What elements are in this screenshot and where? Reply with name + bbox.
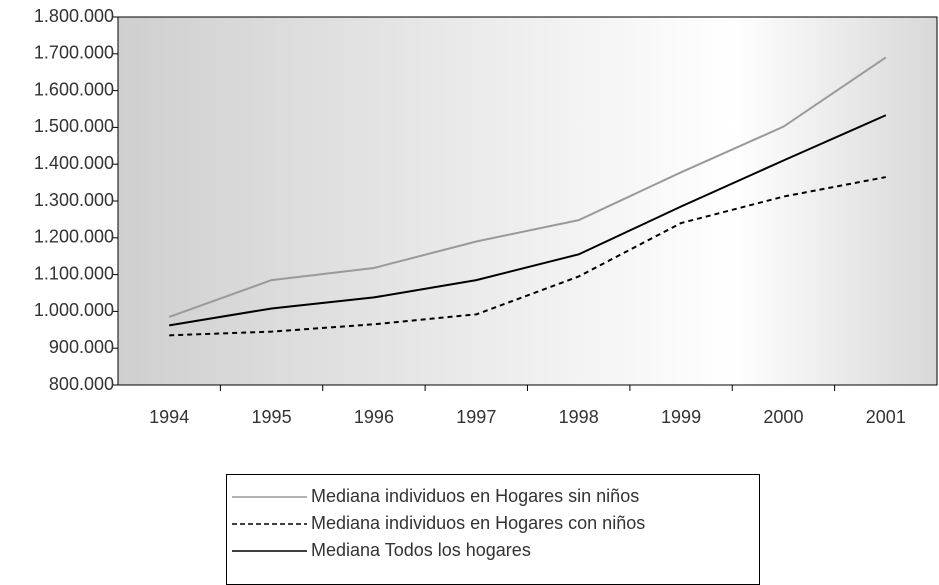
y-tick-label: 1.400.000 bbox=[34, 153, 114, 173]
x-tick-label: 1998 bbox=[559, 407, 599, 427]
legend-label: Mediana individuos en Hogares con niños bbox=[311, 513, 645, 533]
data-line bbox=[168, 56, 887, 318]
y-tick-label: 1.500.000 bbox=[34, 116, 114, 136]
x-tick-label: 1994 bbox=[149, 407, 189, 427]
legend-box bbox=[226, 474, 760, 585]
data-line bbox=[169, 176, 887, 337]
y-tick-label: 1.700.000 bbox=[34, 43, 114, 63]
plot-area bbox=[117, 16, 938, 386]
y-tick-label: 1.800.000 bbox=[34, 6, 114, 26]
x-tick-label: 1996 bbox=[354, 407, 394, 427]
x-tick-label: 1999 bbox=[661, 407, 701, 427]
x-tick-label: 1997 bbox=[456, 407, 496, 427]
y-tick-label: 1.000.000 bbox=[34, 300, 114, 320]
y-tick-label: 900.000 bbox=[49, 337, 114, 357]
x-tick-label: 2001 bbox=[866, 407, 906, 427]
y-tick-label: 1.100.000 bbox=[34, 263, 114, 283]
y-tick-label: 800.000 bbox=[49, 374, 114, 394]
y-tick-label: 1.200.000 bbox=[34, 227, 114, 247]
y-tick-label: 1.600.000 bbox=[34, 79, 114, 99]
y-tick-label: 1.300.000 bbox=[34, 190, 114, 210]
data-line bbox=[169, 114, 887, 327]
legend-label: Mediana individuos en Hogares sin niños bbox=[311, 486, 639, 506]
x-tick-label: 1995 bbox=[252, 407, 292, 427]
x-tick-label: 2000 bbox=[763, 407, 803, 427]
legend-label: Mediana Todos los hogares bbox=[311, 540, 531, 560]
